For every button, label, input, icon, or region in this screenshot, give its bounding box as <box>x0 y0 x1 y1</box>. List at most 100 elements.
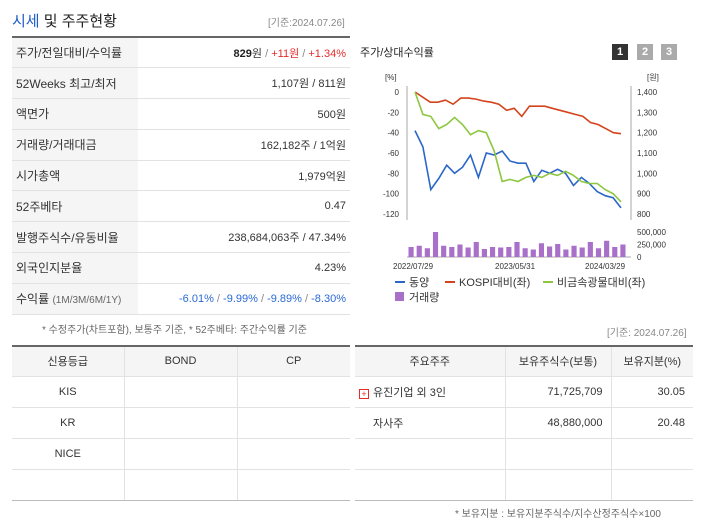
volume-bar <box>595 248 602 257</box>
table-row: 액면가 500원 <box>12 98 350 130</box>
price-summary-table: 주가/전일대비/수익률 829원 / +11원 / +1.34% 52Weeks… <box>12 36 350 315</box>
bond-cell <box>123 469 237 501</box>
shares-label: 발행주식수/유동비율 <box>12 221 138 254</box>
table-row: KIS <box>12 376 350 408</box>
volume-bar <box>587 242 593 257</box>
credit-header-cp: CP <box>236 346 350 377</box>
table-header-row: 신용등급 BOND CP <box>12 346 350 377</box>
foreign-value: 4.23% <box>138 252 350 284</box>
volume-bar <box>465 247 471 257</box>
volume-bar <box>530 249 536 257</box>
left-tick-label: -100 <box>383 190 400 199</box>
shareholder-pct <box>610 438 693 470</box>
table-row: 수익률 (1M/3M/6M/1Y) -6.01% / -9.99% / -9.8… <box>12 283 350 315</box>
left-tick-label: -60 <box>387 149 399 158</box>
volume-bar <box>408 247 414 257</box>
right-tick-label: 900 <box>637 190 651 199</box>
table-row: 시가총액 1,979억원 <box>12 160 350 192</box>
par-value: 500원 <box>138 98 350 130</box>
right-tick-label: 800 <box>637 210 651 219</box>
chart-page-3-button[interactable]: 3 <box>661 44 677 60</box>
credit-header-rating: 신용등급 <box>12 346 124 377</box>
volume-bar <box>449 247 455 257</box>
agency-cell: NICE <box>12 438 124 470</box>
shareholder-pct: 20.48 <box>610 407 693 439</box>
shareholder-shares <box>504 469 611 501</box>
series-line-1 <box>414 91 622 135</box>
left-tick-label: 0 <box>395 88 400 97</box>
series-line-2 <box>414 91 622 203</box>
table-row: 52Weeks 최고/최저 1,107원 / 811원 <box>12 67 350 100</box>
right-tick-label: 1,000 <box>637 169 658 178</box>
volume-bar <box>441 245 447 257</box>
legend-label: KOSPI대비(좌) <box>459 276 530 289</box>
as-of-date-2: [기준: 2024.07.26] <box>607 328 687 339</box>
volume-label: 거래량/거래대금 <box>12 129 138 161</box>
volume-bar <box>514 242 520 257</box>
price-label: 주가/전일대비/수익률 <box>12 37 138 69</box>
agency-cell <box>12 469 124 501</box>
foreign-label: 외국인지분율 <box>12 252 138 284</box>
table-row <box>355 469 693 501</box>
bond-cell <box>123 407 237 439</box>
market-cap-label: 시가총액 <box>12 160 138 192</box>
chart-title: 주가/상대수익률 <box>360 47 434 59</box>
legend-swatch-volume <box>395 292 404 301</box>
volume-bar <box>489 247 496 257</box>
shareholder-pct: 30.05 <box>610 376 693 408</box>
cp-cell <box>236 407 350 439</box>
as-of-date: [기준:2024.07.26] <box>268 18 345 29</box>
return-value: -6.01% / -9.99% / -9.89% / -8.30% <box>138 283 350 315</box>
cp-cell <box>236 438 350 470</box>
shareholder-shares: 48,880,000 <box>504 407 611 439</box>
table-row: 외국인지분율 4.23% <box>12 252 350 284</box>
credit-header-bond: BOND <box>123 346 237 377</box>
bond-cell <box>123 438 237 470</box>
price-chart: [%] [원] 0 -20 -40 -60 -80 -100 -120 1,400 1,300 1,2… <box>383 73 666 304</box>
expand-icon[interactable]: + <box>359 388 369 399</box>
left-axis-unit: [%] <box>385 73 397 82</box>
table-row: 발행주식수/유동비율 238,684,063주 / 47.34% <box>12 221 350 254</box>
section-title: 시세 및 주주현황 <box>12 13 117 30</box>
chart-page-1-button[interactable]: 1 <box>612 44 628 60</box>
agency-cell: KIS <box>12 376 124 408</box>
chart-page-2-button[interactable]: 2 <box>637 44 653 60</box>
table-row: 52주베타 0.47 <box>12 190 350 223</box>
x-tick-label: 2023/05/31 <box>495 262 536 271</box>
shareholder-name[interactable]: + 유진기업 외 3인 <box>355 376 505 408</box>
market-cap-value: 1,979억원 <box>138 160 350 192</box>
par-label: 액면가 <box>12 98 138 130</box>
return-label: 수익률 (1M/3M/6M/1Y) <box>12 283 138 315</box>
volume-bar <box>563 249 569 257</box>
shares-value: 238,684,063주 / 47.34% <box>138 221 350 254</box>
sh-header-pct: 보유지분(%) <box>610 346 693 377</box>
volume-bar <box>571 245 577 257</box>
table-header-row: 주요주주 보유주식수(보통) 보유지분(%) <box>355 346 693 377</box>
volume-bar <box>538 243 545 257</box>
table-row: KR <box>12 407 350 439</box>
volume-bar <box>506 247 512 257</box>
footnote: * 수정주가(차트포함), 보통주 기준, * 52주베타: 주간수익률 기준 <box>42 325 307 336</box>
shareholder-name <box>355 438 505 470</box>
right-tick-label: 1,200 <box>637 129 658 138</box>
shareholder-shares <box>504 438 611 470</box>
volume-bar <box>498 247 504 257</box>
volume-bar <box>604 240 610 257</box>
shareholder-name: 자사주 <box>355 407 505 439</box>
volume-bar <box>522 248 528 257</box>
volume-bar <box>424 248 430 257</box>
bond-cell <box>123 376 237 408</box>
cp-cell <box>236 376 350 408</box>
legend-label: 비금속광물대비(좌) <box>557 276 645 289</box>
shareholder-shares: 71,725,709 <box>504 376 611 408</box>
table-row <box>12 469 350 501</box>
table-row: + 유진기업 외 3인 71,725,709 30.05 <box>355 376 693 408</box>
left-tick-label: -120 <box>383 210 400 219</box>
cp-cell <box>236 469 350 501</box>
volume-bar <box>473 242 479 257</box>
volume-tick-label: 0 <box>637 253 642 262</box>
volume-bar <box>620 244 626 257</box>
beta-value: 0.47 <box>138 190 350 223</box>
x-tick-label: 2024/03/29 <box>585 262 626 271</box>
sh-header-name: 주요주주 <box>355 346 505 377</box>
